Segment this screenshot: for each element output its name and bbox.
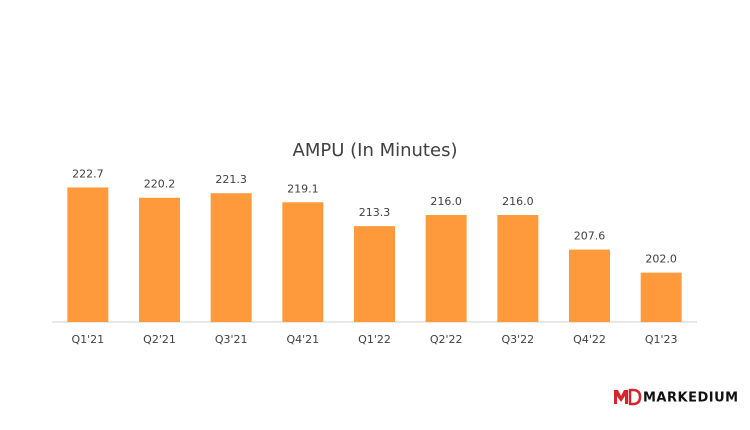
x-tick-label: Q1'23 [645, 333, 678, 346]
bar [282, 202, 324, 322]
bar [354, 226, 395, 322]
bar [210, 193, 252, 322]
value-label: 216.0 [502, 195, 534, 208]
x-tick-label: Q4'21 [286, 333, 319, 346]
value-label: 221.3 [215, 173, 247, 186]
value-label: 216.0 [430, 195, 462, 208]
x-tick-label: Q1'21 [71, 333, 104, 346]
x-tick-label: Q3'22 [501, 333, 534, 346]
bar [425, 215, 467, 322]
value-label: 202.0 [645, 253, 677, 266]
value-label: 207.6 [574, 230, 606, 243]
logo-text: MARKEDIUM [643, 391, 739, 406]
chart-title: AMPU (In Minutes) [293, 140, 458, 161]
bar [497, 215, 539, 322]
x-tick-label: Q1'22 [358, 333, 391, 346]
bar [640, 272, 682, 322]
bar [569, 249, 610, 322]
x-tick-label: Q2'22 [430, 333, 463, 346]
x-tick-label: Q2'21 [143, 333, 176, 346]
value-label: 213.3 [359, 206, 391, 219]
x-tick-label: Q4'22 [573, 333, 606, 346]
logo-icon [614, 388, 642, 406]
bar [139, 197, 180, 322]
value-label: 222.7 [72, 167, 104, 180]
x-tick-label: Q3'21 [215, 333, 248, 346]
value-label: 219.1 [287, 182, 319, 195]
value-label: 220.2 [144, 178, 176, 191]
bar [67, 187, 109, 322]
